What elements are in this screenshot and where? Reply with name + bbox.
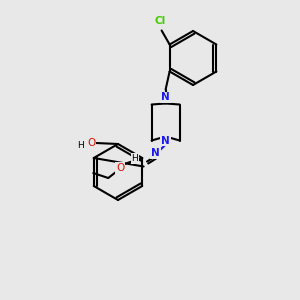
Text: H: H — [131, 154, 138, 163]
Text: O: O — [87, 138, 95, 148]
Text: H: H — [78, 140, 84, 149]
Text: O: O — [116, 163, 124, 173]
Text: Cl: Cl — [155, 16, 166, 26]
Text: N: N — [161, 136, 170, 146]
Text: N: N — [151, 148, 160, 158]
Text: N: N — [161, 92, 170, 103]
